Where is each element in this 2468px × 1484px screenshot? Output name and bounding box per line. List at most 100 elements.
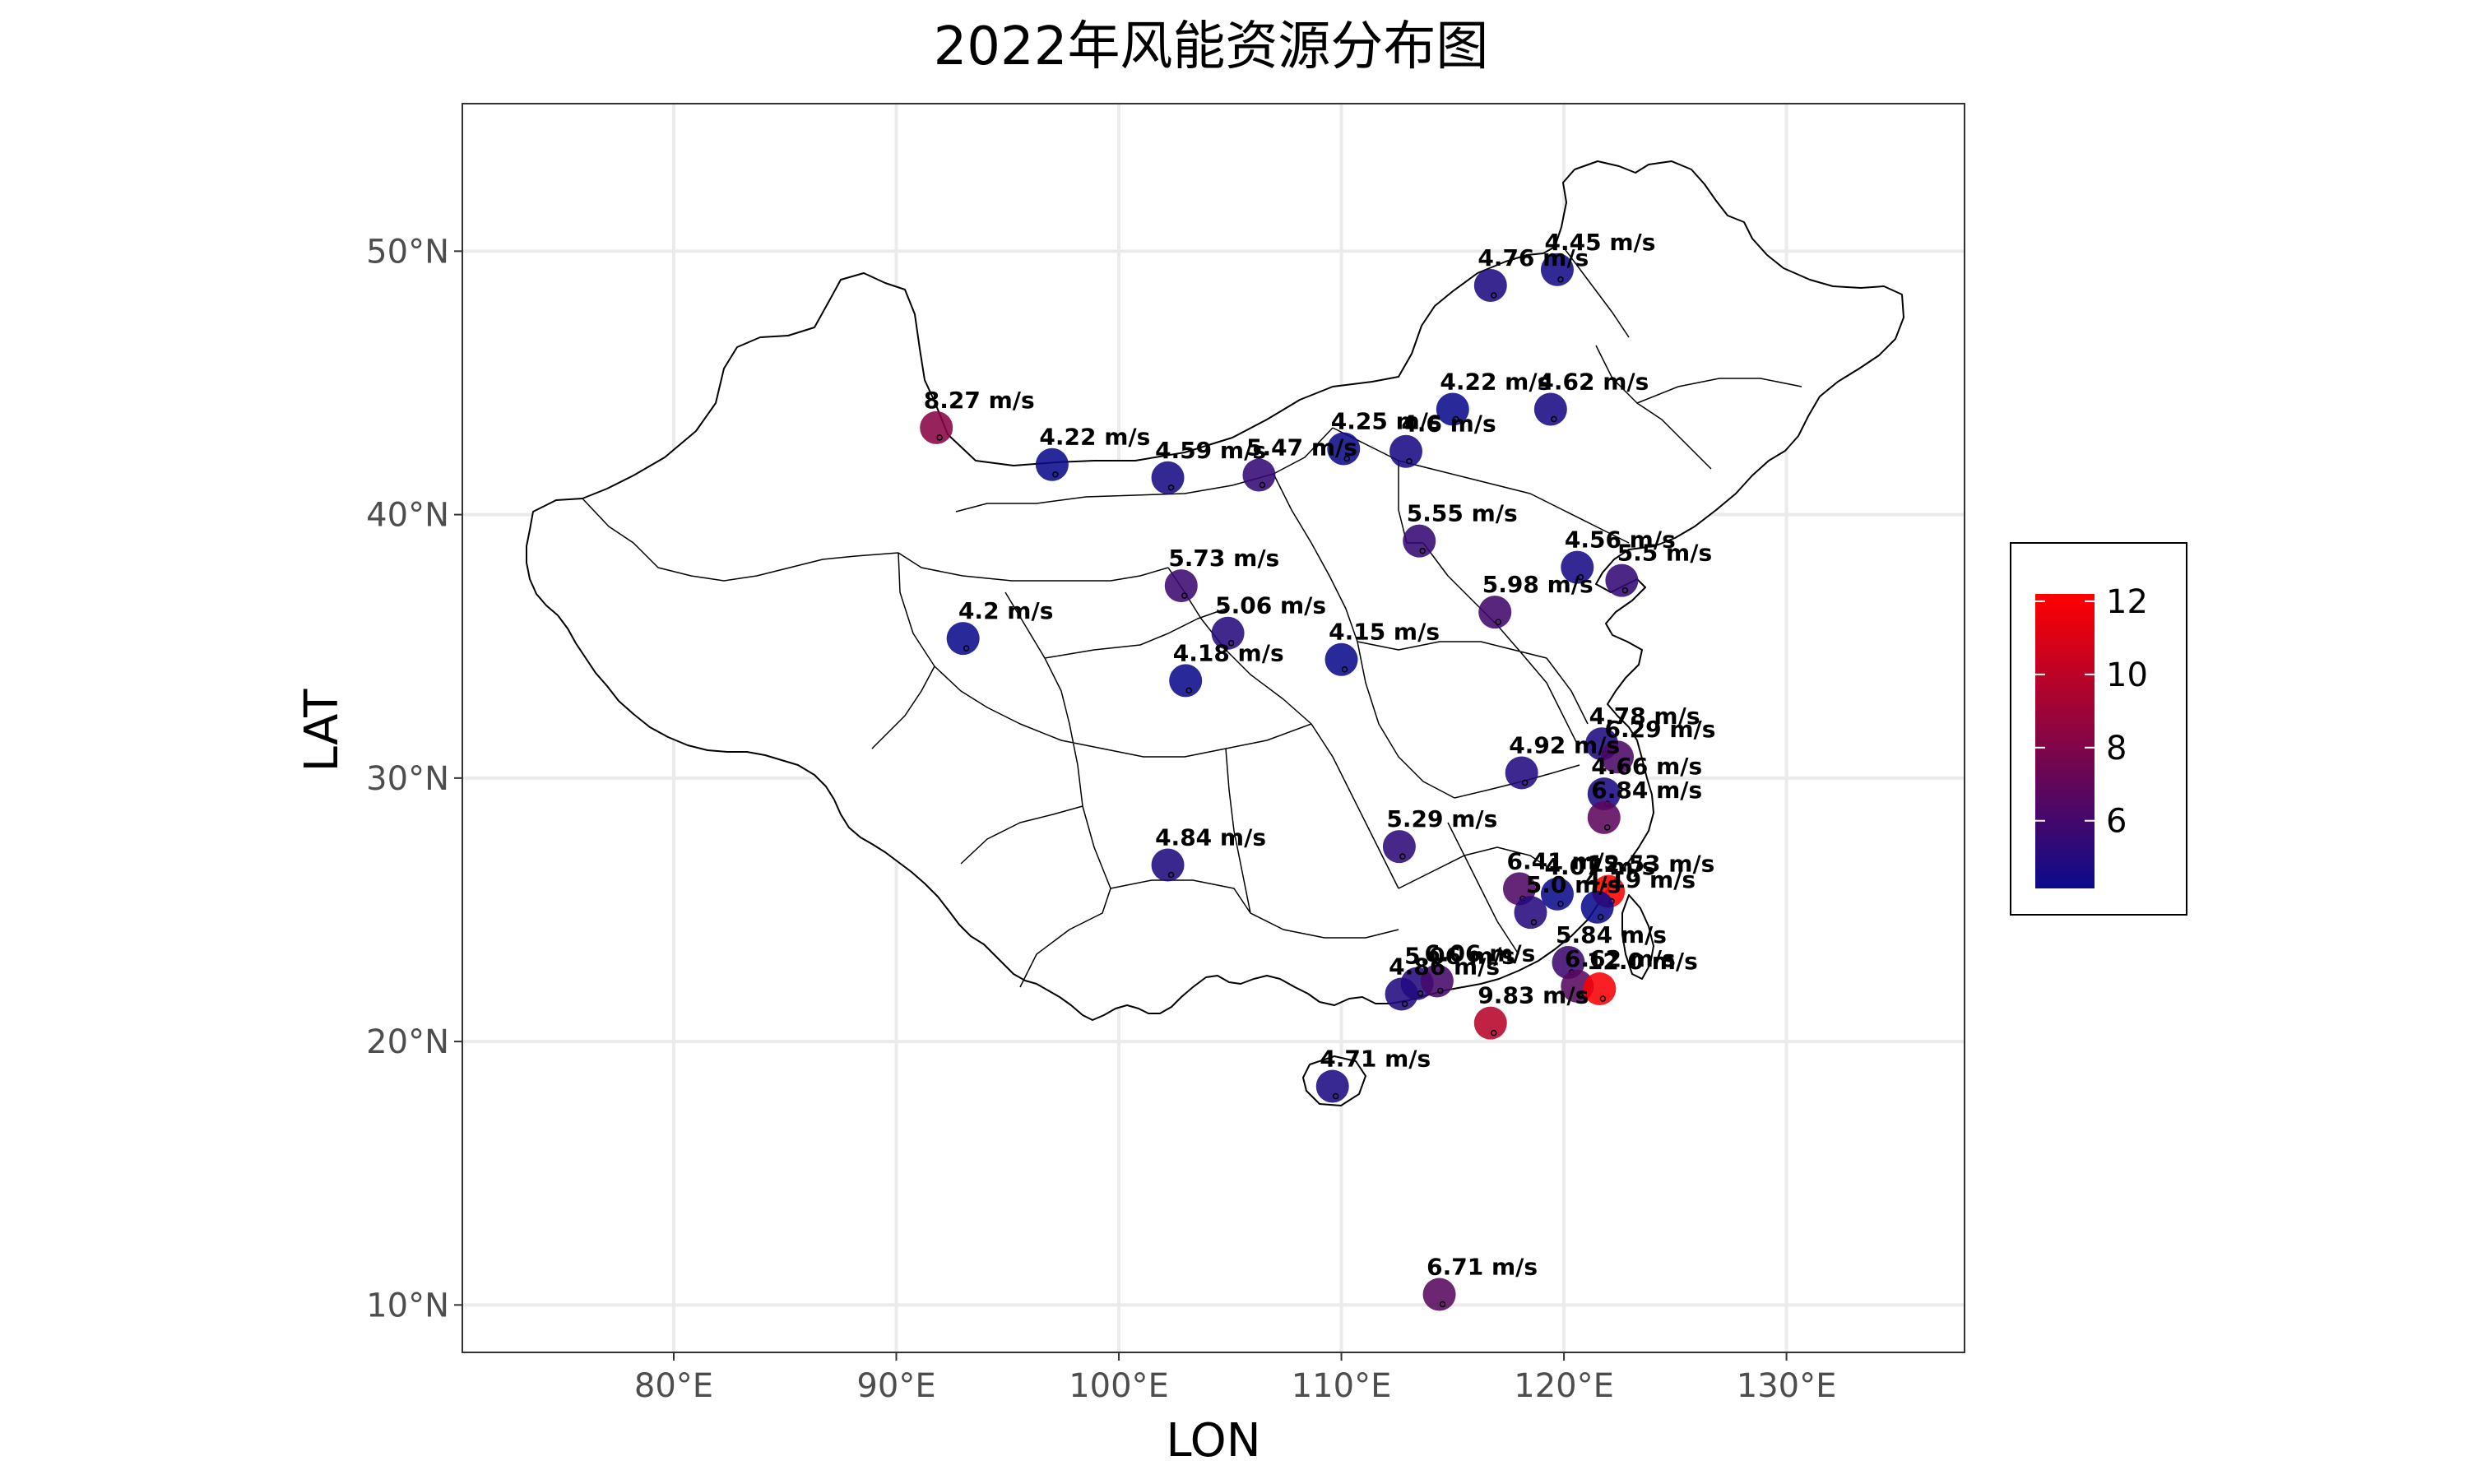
x-tick-label: 110°E (1292, 1367, 1392, 1405)
station-point-marker (1439, 1301, 1446, 1308)
station-point-marker (1167, 485, 1175, 491)
station-point (1169, 664, 1203, 698)
station-label: 4.07 m/s (1544, 853, 1655, 880)
station-point-marker (1052, 471, 1059, 478)
station-point-marker (1577, 993, 1584, 999)
station-point-marker (1227, 639, 1235, 647)
station-point-marker (1401, 1000, 1408, 1008)
station-point-marker (1259, 481, 1266, 489)
station-label: 5.98 m/s (1482, 571, 1594, 598)
station-point-marker (963, 645, 970, 652)
station-label: 5.5 m/s (1617, 540, 1712, 567)
station-label: 5.06 m/s (1215, 592, 1326, 619)
station-point-marker (1453, 415, 1459, 423)
station-label: 4.59 m/s (1155, 437, 1266, 464)
station-label: 4.66 m/s (1591, 753, 1702, 780)
station-point-marker (1617, 763, 1624, 770)
x-tick-label: 120°E (1514, 1367, 1614, 1405)
station-point (1583, 972, 1617, 1006)
station-point (1422, 1278, 1456, 1311)
station-point-marker (1399, 853, 1406, 860)
station-point-marker (1621, 587, 1629, 594)
station-point (1505, 756, 1538, 790)
station-label: 6.62 m/s (1565, 945, 1676, 972)
station-point (1327, 432, 1361, 466)
station-label: 4.84 m/s (1155, 824, 1266, 851)
station-label: 9.83 m/s (1478, 982, 1589, 1009)
station-point (1385, 977, 1418, 1011)
y-tick-label: 40°N (366, 497, 449, 535)
colorbar (2035, 594, 2095, 888)
station-label: 5.84 m/s (1556, 921, 1667, 948)
station-point (946, 622, 980, 656)
panel-border (462, 103, 1965, 1353)
station-label: 5.0 m/s (1526, 871, 1621, 898)
station-point-marker (1406, 457, 1413, 465)
station-point (1561, 550, 1594, 584)
station-label: 5.73 m/s (1168, 545, 1279, 572)
chart-title: 2022年风能资源分布图 (934, 16, 1489, 77)
station-point (1436, 392, 1469, 426)
colorbar-ticks: 6 8 10 12 (2035, 583, 2148, 841)
station-label: 6.41 m/s (1507, 847, 1618, 874)
station-point (1587, 777, 1621, 811)
station-point (1420, 964, 1454, 998)
station-label: 4.92 m/s (1509, 731, 1620, 758)
station-label: 4.45 m/s (1544, 229, 1655, 256)
station-point-marker (1491, 1029, 1497, 1036)
station-label: 4.25 m/s (1331, 408, 1442, 435)
x-tick-label: 80°E (634, 1367, 713, 1405)
y-tick-label: 20°N (366, 1023, 449, 1061)
station-label: 5.29 m/s (1386, 805, 1497, 832)
station-point-marker (1491, 292, 1497, 299)
station-point-marker (1495, 619, 1501, 625)
station-point (1324, 642, 1358, 676)
station-label: 6.71 m/s (1427, 1254, 1538, 1281)
station-label: 4.62 m/s (1538, 368, 1649, 395)
station-point (1540, 253, 1574, 286)
station-point-marker (1341, 665, 1348, 673)
station-point (1211, 616, 1245, 650)
station-label: 4.78 m/s (1589, 703, 1700, 730)
station-point (1315, 1069, 1349, 1103)
y-tick-label: 10°N (366, 1287, 449, 1324)
station-point (1151, 848, 1185, 882)
station-point-marker (936, 434, 943, 441)
wind-station-points (920, 253, 1639, 1311)
station-label: 4.22 m/s (1440, 368, 1551, 395)
colorbar-tick-label: 6 (2106, 803, 2127, 841)
station-point (1389, 434, 1422, 468)
station-point-marker (1551, 415, 1557, 423)
station-point (1035, 448, 1069, 481)
station-point (1580, 890, 1614, 924)
station-label: 4.2 m/s (958, 597, 1053, 624)
colorbar-tick-label: 10 (2106, 656, 2148, 694)
station-point-marker (1557, 276, 1564, 283)
taiwan-island (1621, 894, 1654, 980)
station-label: 8.27 m/s (924, 387, 1035, 414)
station-point (1473, 268, 1507, 302)
station-point (920, 410, 953, 444)
station-label: 4.71 m/s (1320, 1046, 1431, 1073)
station-label: 5.06 m/s (1404, 943, 1515, 970)
station-point-marker (1521, 779, 1529, 786)
station-label: 4.15 m/s (1329, 619, 1440, 646)
station-point (1403, 524, 1436, 558)
station-point-marker (1343, 455, 1351, 462)
station-point (1151, 461, 1185, 494)
station-point-marker (1185, 687, 1192, 694)
station-point-marker (1599, 995, 1607, 1002)
station-point (1533, 392, 1567, 426)
station-point (1478, 596, 1512, 629)
station-label: 4.56 m/s (1565, 526, 1676, 554)
station-point-marker (1530, 919, 1538, 925)
x-tick-label: 100°E (1069, 1367, 1169, 1405)
station-point (1382, 830, 1416, 864)
station-label: 5.47 m/s (1246, 434, 1357, 461)
station-label: 4.18 m/s (1173, 639, 1284, 666)
station-label: 4.86 m/s (1389, 953, 1500, 980)
station-point-marker (1181, 592, 1188, 599)
y-tick-label: 30°N (366, 760, 449, 798)
